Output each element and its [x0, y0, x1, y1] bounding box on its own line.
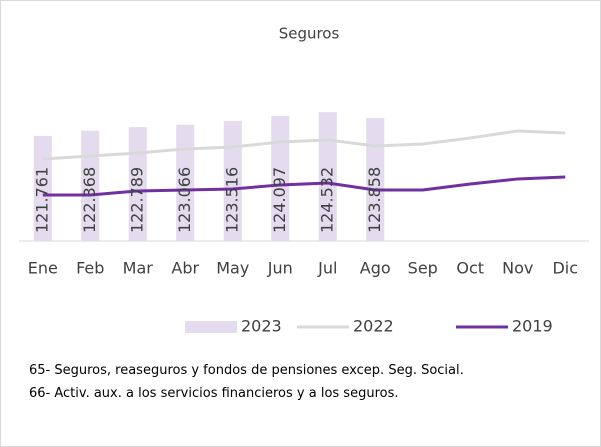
- x-tick-label: Ago: [360, 259, 391, 278]
- legend-label: 2019: [512, 317, 553, 336]
- x-tick-label: Jul: [317, 259, 337, 278]
- x-tick-label: Abr: [171, 259, 199, 278]
- x-tick-label: Dic: [552, 259, 578, 278]
- x-tick-label: Jun: [267, 259, 293, 278]
- legend-label: 2023: [241, 317, 282, 336]
- x-tick-label: Nov: [502, 259, 533, 278]
- legend-label: 2022: [353, 317, 394, 336]
- note: 66- Activ. aux. a los servicios financie…: [29, 386, 399, 401]
- line: [42, 175, 566, 197]
- data-label: 123.066: [175, 167, 194, 233]
- legend-swatch: [185, 321, 237, 333]
- data-label: 123.516: [222, 167, 241, 233]
- chart-title: Seguros: [279, 25, 340, 43]
- line: [42, 129, 566, 161]
- bar: [33, 135, 52, 241]
- bar: [223, 120, 242, 241]
- x-tick-label: Feb: [76, 259, 104, 278]
- data-label: 122.789: [127, 167, 146, 233]
- bar: [128, 127, 147, 241]
- bar: [81, 130, 100, 241]
- data-label: 121.761: [32, 167, 51, 233]
- x-tick-label: Sep: [408, 259, 438, 278]
- data-label: 124.532: [317, 167, 336, 233]
- data-label: 122.368: [80, 167, 99, 233]
- x-tick-label: Oct: [456, 259, 484, 278]
- data-label: 123.858: [365, 167, 384, 233]
- x-tick-label: May: [216, 259, 249, 278]
- bar: [318, 112, 337, 241]
- bar: [176, 124, 195, 241]
- note: 65- Seguros, reaseguros y fondos de pens…: [29, 363, 464, 378]
- bar: [271, 115, 290, 241]
- x-tick-label: Ene: [28, 259, 58, 278]
- bar: [366, 117, 385, 241]
- x-tick-label: Mar: [123, 259, 154, 278]
- data-label: 124.097: [270, 167, 289, 233]
- notes: 65- Seguros, reaseguros y fondos de pens…: [29, 359, 559, 405]
